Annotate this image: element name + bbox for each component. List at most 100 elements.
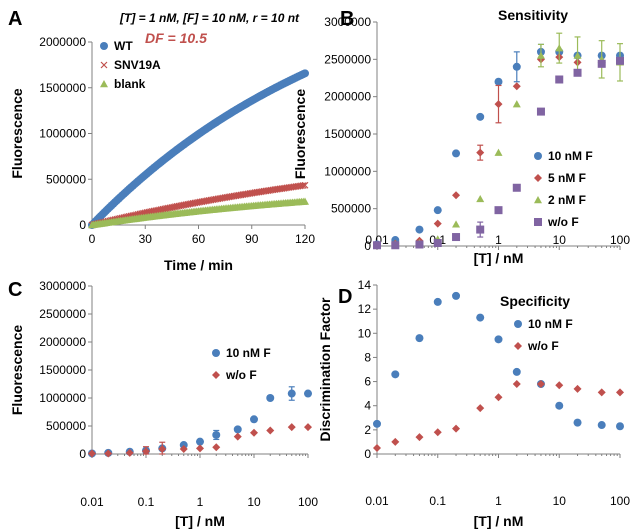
x-tick-label: 10 <box>553 233 567 247</box>
data-point <box>452 233 461 242</box>
legend-marker <box>100 61 108 69</box>
x-tick-label: 30 <box>139 232 153 246</box>
data-point <box>512 379 521 388</box>
y-tick-label: 500000 <box>46 172 86 186</box>
y-axis-label: Fluorescence <box>9 325 25 415</box>
data-point <box>512 82 521 91</box>
legend-marker <box>534 152 542 160</box>
data-point <box>433 239 442 248</box>
data-point <box>287 423 296 432</box>
data-point <box>476 225 485 234</box>
legend-label: 5 nM F <box>548 171 586 185</box>
legend-label: WT <box>114 39 133 53</box>
data-point <box>476 313 485 322</box>
chart-title: Sensitivity <box>498 7 568 23</box>
series-10-nm-f <box>373 291 624 431</box>
y-tick-label: 3000000 <box>39 279 86 293</box>
data-point <box>304 423 312 432</box>
data-point <box>476 148 485 157</box>
data-point <box>212 430 221 439</box>
data-point <box>573 68 582 77</box>
data-point <box>415 240 424 249</box>
series-w-o-f <box>373 379 624 452</box>
y-tick-label: 2500000 <box>324 52 371 66</box>
x-tick-label: 120 <box>295 232 315 246</box>
x-tick-label: 0.1 <box>138 495 155 509</box>
data-point <box>536 379 545 388</box>
x-tick-label: 100 <box>610 494 630 508</box>
panel-d: D Specificity 0 2 4 6 8 10 12 14 0.01 0.1 1 10 100 [T] … <box>317 278 630 529</box>
data-point <box>415 433 424 442</box>
x-tick-label: 100 <box>610 233 630 247</box>
y-tick-label: 500000 <box>46 419 86 433</box>
series-w-o-f <box>373 56 624 250</box>
data-point <box>125 448 134 457</box>
data-point <box>391 241 400 250</box>
data-point <box>266 394 275 402</box>
x-tick-label: 0.1 <box>429 494 446 508</box>
legend-label: 10 nM F <box>226 346 271 360</box>
data-point <box>476 194 485 203</box>
x-tick-label: 60 <box>192 232 206 246</box>
legend-marker <box>534 174 542 182</box>
series-blank <box>88 197 309 229</box>
y-tick-label: 2500000 <box>39 307 86 321</box>
x-tick-label: 0.01 <box>365 233 389 247</box>
y-tick-label: 0 <box>79 218 86 232</box>
y-tick-label: 3000000 <box>324 15 371 29</box>
data-point <box>452 424 461 433</box>
df-annotation: DF = 10.5 <box>145 30 207 46</box>
y-tick-label: 6 <box>364 375 371 389</box>
series-2-nm-f <box>373 32 624 249</box>
data-point <box>433 219 442 228</box>
x-axis-label: Time / min <box>164 257 233 273</box>
data-point <box>597 388 606 397</box>
x-tick-label: 0.01 <box>80 495 104 509</box>
data-point <box>512 62 521 71</box>
legend-marker <box>514 342 522 350</box>
y-tick-label: 1000000 <box>39 127 86 141</box>
panel-letter: C <box>8 279 22 301</box>
data-point <box>555 401 564 410</box>
panel-c: C 0 500000 1000000 1500000 2000000 2500000 3000… <box>8 279 318 529</box>
y-tick-label: 12 <box>358 302 372 316</box>
y-tick-label: 4 <box>364 399 371 413</box>
legend-label: blank <box>114 77 146 91</box>
legend-label: w/o F <box>225 368 257 382</box>
y-tick-label: 0 <box>79 447 86 461</box>
data-point <box>452 291 461 300</box>
legend-label: w/o F <box>527 339 559 353</box>
data-point <box>433 428 442 437</box>
x-tick-label: 1 <box>495 494 502 508</box>
data-point <box>555 381 564 390</box>
data-point <box>433 297 442 306</box>
x-tick-label: 1 <box>495 233 502 247</box>
y-axis-label: Fluorescence <box>292 89 308 179</box>
data-point <box>104 449 113 458</box>
data-point <box>476 404 485 413</box>
data-point <box>304 389 312 398</box>
legend-label: 10 nM F <box>528 317 573 331</box>
y-tick-label: 2 <box>364 423 371 437</box>
data-point <box>373 419 381 428</box>
data-point <box>494 206 503 215</box>
y-tick-label: 2000000 <box>39 35 86 49</box>
x-tick-label: 1 <box>197 495 204 509</box>
data-point <box>452 220 461 228</box>
data-point <box>536 51 545 59</box>
data-point <box>616 388 624 397</box>
data-point <box>158 444 167 453</box>
y-tick-label: 500000 <box>331 202 371 216</box>
data-point <box>573 51 582 59</box>
data-point <box>233 432 242 441</box>
data-point <box>616 422 624 431</box>
data-point <box>415 334 424 343</box>
panel-letter: D <box>338 286 352 308</box>
y-tick-label: 0 <box>364 447 371 461</box>
y-axis-label: Fluorescence <box>9 88 25 178</box>
y-tick-label: 14 <box>358 278 372 292</box>
legend-label: 2 nM F <box>548 193 586 207</box>
data-point <box>250 428 258 437</box>
x-tick-label: 10 <box>247 495 261 509</box>
